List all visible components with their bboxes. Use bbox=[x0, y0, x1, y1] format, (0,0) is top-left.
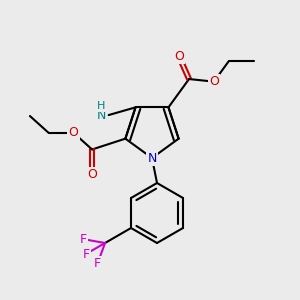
Text: O: O bbox=[87, 168, 97, 181]
Text: F: F bbox=[82, 248, 89, 260]
Text: O: O bbox=[174, 50, 184, 63]
Text: O: O bbox=[209, 75, 219, 88]
Text: F: F bbox=[94, 257, 101, 270]
Text: O: O bbox=[69, 126, 78, 139]
Text: H: H bbox=[97, 101, 106, 111]
Text: N: N bbox=[147, 152, 157, 164]
Text: N: N bbox=[96, 109, 106, 122]
Text: F: F bbox=[80, 233, 87, 246]
